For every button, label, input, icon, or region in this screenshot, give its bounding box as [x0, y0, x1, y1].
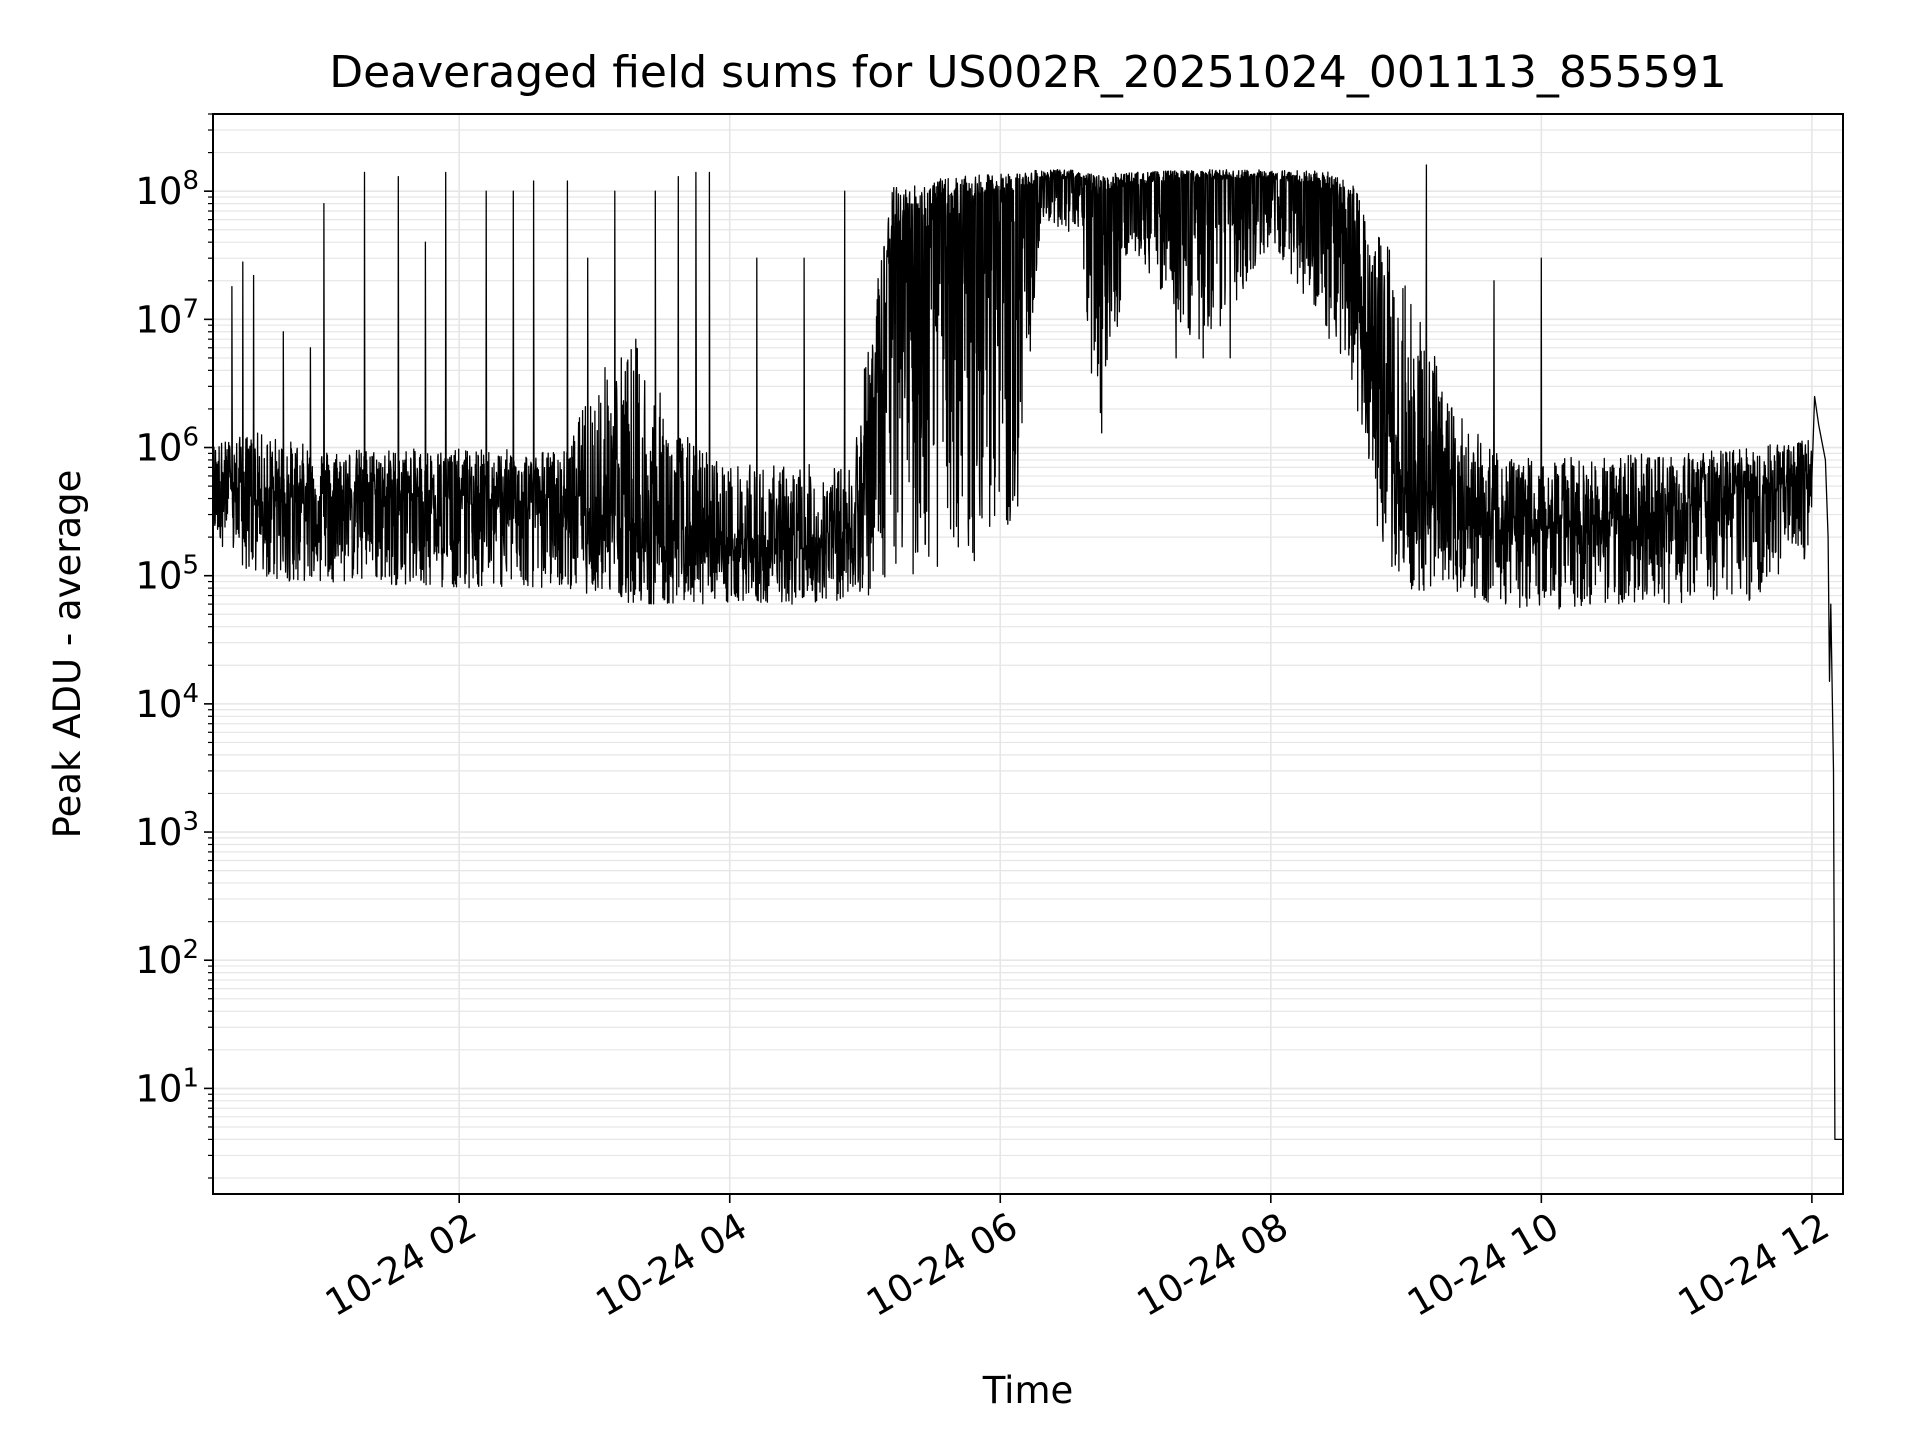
- x-axis-label: Time: [982, 1369, 1074, 1412]
- y-tick-label: 107: [135, 294, 199, 341]
- y-tick-label: 105: [135, 551, 199, 598]
- y-axis-label: Peak ADU - average: [46, 470, 89, 839]
- y-tick-label: 104: [135, 679, 199, 726]
- y-tick-base: 10: [135, 555, 182, 598]
- plot-frame: [212, 113, 1844, 1195]
- y-tick-base: 10: [135, 170, 182, 213]
- data-series: [213, 164, 1843, 1141]
- y-tick-exponent: 7: [182, 294, 199, 324]
- y-tick-exponent: 3: [182, 807, 199, 837]
- y-tick-exponent: 1: [182, 1063, 199, 1093]
- y-tick-base: 10: [135, 683, 182, 726]
- y-tick-label: 106: [135, 423, 199, 470]
- y-tick-base: 10: [135, 298, 182, 341]
- y-tick-exponent: 6: [182, 423, 199, 453]
- y-tick-exponent: 2: [182, 935, 199, 965]
- chart-title: Deaveraged field sums for US002R_2025102…: [329, 47, 1727, 98]
- y-tick-label: 108: [135, 166, 199, 213]
- y-tick-exponent: 8: [182, 166, 199, 196]
- y-tick-base: 10: [135, 939, 182, 982]
- y-tick-label: 101: [135, 1063, 199, 1110]
- y-tick-exponent: 5: [182, 551, 199, 581]
- y-tick-exponent: 4: [182, 679, 199, 709]
- y-tick-base: 10: [135, 1067, 182, 1110]
- y-tick-base: 10: [135, 811, 182, 854]
- series-line: [213, 164, 1843, 1141]
- y-tick-base: 10: [135, 427, 182, 470]
- y-tick-label: 103: [135, 807, 199, 854]
- y-tick-label: 102: [135, 935, 199, 982]
